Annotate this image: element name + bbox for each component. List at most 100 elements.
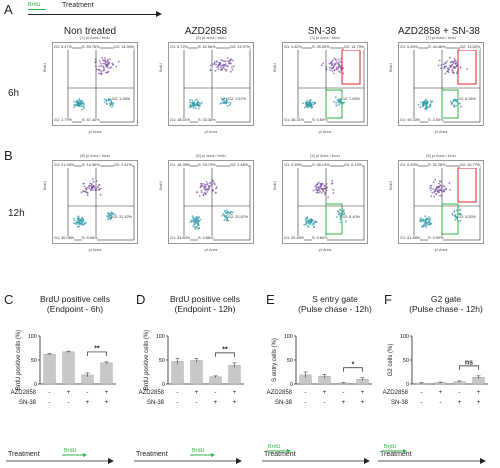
facs-event-dot [81, 223, 84, 226]
facs-event-dot [451, 212, 454, 215]
facs-event-dot [430, 101, 432, 104]
facs-x-axis-label: pI Area [434, 129, 448, 134]
facs-event-dot [75, 220, 78, 223]
facs-event-dot [449, 64, 451, 67]
facs-gate-outer [183, 165, 251, 241]
chart-f-timeline-brdu-label: BrdU [384, 444, 397, 450]
facs-event-dot [77, 217, 80, 220]
facs-event-dot [80, 220, 83, 223]
chart-e-azd2858-sign: - [342, 389, 344, 396]
facs-quadrant-label: G1: 1.79% [54, 118, 72, 123]
facs-quadrant-label: G2: 14.73% [344, 45, 365, 50]
facs-event-dot [94, 187, 96, 189]
chart-e-azd2858-row-label: AZD2858 [267, 390, 293, 396]
facs-event-dot [192, 221, 195, 223]
facs-event-dot [222, 212, 225, 215]
facs-event-dot [106, 63, 109, 66]
facs-frame [52, 160, 138, 244]
chart-f-azd2858-row-label: AZD2858 [383, 390, 409, 396]
facs-event-dot [454, 59, 457, 62]
facs-g2-gate-red [457, 167, 477, 203]
facs-event-dot [339, 60, 342, 63]
facs-event-dot [205, 181, 208, 183]
facs-event-dot [453, 57, 456, 60]
facs-event-dot [302, 102, 304, 105]
chart-e-y-tick-label: 50 [287, 358, 293, 364]
facs-event-dot [82, 218, 84, 221]
column-title-sn38: SN-38 [307, 26, 337, 37]
facs-event-dot [200, 184, 203, 187]
facs-event-dot [427, 224, 430, 226]
chart-c-azd2858-sign: - [86, 389, 88, 396]
facs-event-dot [319, 190, 321, 193]
facs-event-dot [110, 103, 113, 105]
facs-event-dot [328, 66, 331, 69]
facs-gate-outer [67, 47, 135, 123]
chart-e-sn38-sign: - [323, 399, 325, 406]
facs-event-dot [453, 211, 456, 213]
facs-frame [168, 160, 254, 244]
facs-event-dot [73, 219, 76, 222]
facs-quadrant-label: S: 33.38% [198, 118, 216, 123]
facs-event-dot [109, 98, 112, 101]
facs-x-axis-label: pI Area [434, 247, 448, 252]
facs-event-dot [466, 68, 469, 70]
facs-event-dot [422, 104, 425, 106]
facs-event-dot [194, 107, 197, 110]
facs-event-dot [100, 65, 103, 67]
facs-event-dot [451, 68, 454, 71]
panel-letter-a: A [4, 2, 13, 17]
facs-event-dot [332, 188, 335, 191]
facs-event-dot [319, 183, 322, 186]
facs-event-dot [86, 194, 89, 197]
facs-event-dot [206, 183, 209, 185]
facs-event-dot [80, 219, 82, 221]
facs-event-dot [78, 102, 81, 104]
facs-event-dot [100, 70, 103, 73]
facs-event-dot [326, 186, 328, 189]
facs-event-dot [430, 222, 433, 225]
facs-event-dot [316, 189, 319, 192]
facs-event-dot [335, 61, 338, 63]
facs-event-dot [310, 106, 313, 109]
chart-d-title-block: BrdU positive cells (Endpoint - 12h) [150, 294, 260, 314]
facs-event-dot [78, 221, 81, 224]
facs-plot-6h-col1: [1] pI Area / brdu BrdU pI Area G1: 5.47% S:… [42, 35, 138, 134]
facs-event-dot [196, 217, 199, 219]
facs-event-dot [305, 222, 308, 225]
facs-quadrant-label: S: 2.50% [428, 118, 444, 123]
facs-event-dot [454, 105, 456, 108]
facs-event-dot [196, 103, 198, 105]
chart-e-sn38-sign: - [304, 399, 306, 406]
facs-event-dot [456, 209, 458, 212]
facs-event-dot [338, 100, 341, 102]
facs-event-dot [430, 100, 432, 102]
facs-event-dot [223, 60, 226, 63]
facs-event-dot [109, 105, 111, 107]
facs-event-dot [200, 189, 203, 192]
facs-event-dot [110, 212, 112, 215]
facs-event-dot [72, 217, 75, 220]
facs-event-dot [305, 223, 308, 226]
facs-event-dot [455, 104, 458, 107]
facs-event-dot [333, 57, 336, 60]
facs-event-dot [333, 69, 336, 72]
facs-event-dot [442, 185, 444, 187]
chart-f-timeline-brdu-arrowhead [403, 449, 407, 453]
chart-e-subtitle: (Pulse chase - 12h) [298, 304, 372, 314]
facs-event-dot [425, 217, 428, 220]
facs-frame [168, 42, 254, 126]
top-timeline-treatment-label: Treatment [62, 2, 94, 9]
facs-gate-outer [413, 165, 481, 241]
facs-event-dot [309, 99, 312, 101]
facs-event-dot [80, 105, 82, 108]
facs-event-dot [308, 223, 311, 225]
chart-d-timeline-brdu-label: BrdU [192, 448, 205, 454]
facs-event-dot [225, 215, 228, 218]
facs-quadrant-label: S: 0.86% [198, 236, 214, 241]
facs-event-dot [312, 103, 315, 106]
facs-event-dot [335, 102, 338, 104]
facs-event-dot [213, 62, 216, 65]
chart-f-azd2858-sign: + [439, 389, 443, 396]
facs-event-dot [334, 62, 337, 65]
